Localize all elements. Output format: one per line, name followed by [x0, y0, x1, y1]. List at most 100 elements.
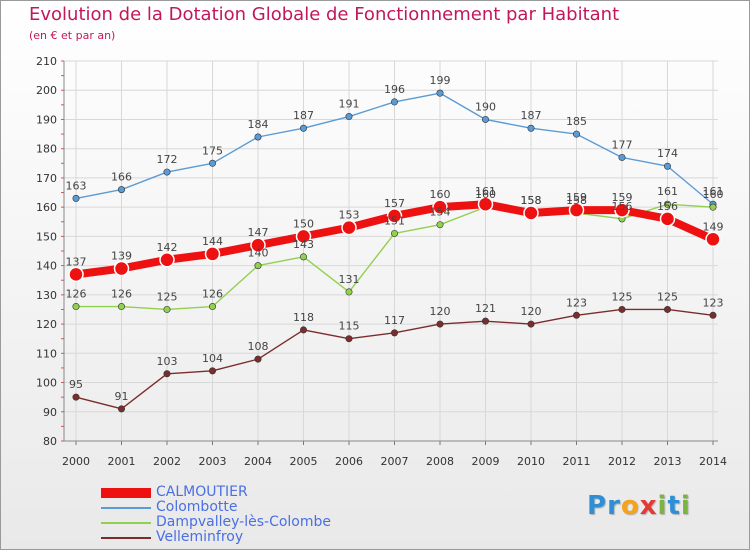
- data-point: [72, 194, 80, 202]
- data-label: 118: [293, 311, 314, 324]
- data-label: 187: [293, 109, 314, 122]
- data-label: 161: [703, 185, 724, 198]
- legend-swatch: [101, 537, 151, 539]
- x-tick-label: 2014: [699, 455, 727, 468]
- data-point: [72, 393, 80, 401]
- y-tick-label: 170: [36, 172, 57, 185]
- data-point: [390, 229, 398, 237]
- data-label: 158: [521, 194, 542, 207]
- data-label: 147: [248, 226, 269, 239]
- data-label: 156: [657, 200, 678, 213]
- x-tick-label: 2001: [108, 455, 136, 468]
- logo-letter: P: [587, 491, 608, 521]
- data-label: 166: [111, 171, 132, 184]
- data-label: 108: [248, 340, 269, 353]
- data-point: [663, 162, 671, 170]
- proxiti-logo: Proxiti: [587, 491, 691, 521]
- data-label: 120: [521, 305, 542, 318]
- data-point: [254, 133, 262, 141]
- y-tick-label: 180: [36, 143, 57, 156]
- chart-title: Evolution de la Dotation Globale de Fonc…: [29, 4, 620, 25]
- data-label: 103: [157, 355, 178, 368]
- data-label: 163: [66, 179, 87, 192]
- data-label: 156: [612, 200, 633, 213]
- x-tick-label: 2011: [563, 455, 591, 468]
- x-tick-label: 2007: [381, 455, 409, 468]
- legend-swatch: [101, 522, 151, 524]
- data-point: [250, 237, 266, 253]
- data-point: [572, 311, 580, 319]
- data-label: 174: [657, 147, 678, 160]
- data-point: [72, 303, 80, 311]
- data-point: [299, 124, 307, 132]
- data-label: 115: [339, 320, 360, 333]
- logo-letter: o: [620, 491, 640, 521]
- data-point: [204, 246, 221, 262]
- data-point: [709, 203, 717, 211]
- data-point: [159, 252, 175, 268]
- y-tick-label: 200: [36, 84, 57, 97]
- data-label: 175: [202, 144, 223, 157]
- data-label: 139: [111, 250, 132, 263]
- data-label: 157: [384, 197, 405, 210]
- data-label: 159: [566, 191, 587, 204]
- data-label: 104: [202, 352, 223, 365]
- data-label: 123: [703, 296, 724, 309]
- data-label: 158: [521, 194, 542, 207]
- data-point: [527, 320, 535, 328]
- data-point: [618, 305, 626, 313]
- logo-letter: t: [667, 491, 681, 521]
- data-point: [345, 288, 353, 296]
- x-tick-label: 2013: [654, 455, 682, 468]
- data-label: 126: [202, 288, 223, 301]
- data-label: 161: [657, 185, 678, 198]
- data-point: [663, 305, 671, 313]
- data-point: [163, 168, 171, 176]
- data-point: [345, 335, 353, 343]
- data-point: [254, 355, 262, 363]
- data-point: [118, 186, 126, 194]
- data-label: 160: [703, 188, 724, 201]
- data-label: 91: [115, 390, 129, 403]
- x-tick-label: 2006: [335, 455, 363, 468]
- x-tick-label: 2009: [472, 455, 500, 468]
- x-tick-label: 2012: [608, 455, 636, 468]
- data-label: 144: [202, 235, 223, 248]
- data-point: [436, 89, 444, 97]
- data-point: [705, 231, 721, 248]
- data-point: [295, 228, 312, 245]
- data-label: 143: [293, 238, 314, 251]
- data-label: 125: [157, 290, 178, 303]
- x-tick-label: 2005: [290, 455, 318, 468]
- data-point: [341, 219, 357, 236]
- x-tick-label: 2000: [62, 455, 90, 468]
- data-label: 151: [384, 214, 405, 227]
- data-point: [118, 303, 126, 311]
- data-point: [209, 367, 217, 375]
- data-label: 159: [612, 191, 633, 204]
- data-label: 161: [475, 185, 496, 198]
- data-label: 123: [566, 296, 587, 309]
- logo-letter: i: [680, 491, 691, 521]
- data-point: [618, 153, 626, 161]
- data-label: 95: [69, 378, 83, 391]
- data-label: 172: [157, 153, 178, 166]
- data-label: 191: [339, 98, 360, 111]
- data-point: [481, 115, 489, 123]
- logo-letter: r: [607, 491, 621, 521]
- data-point: [118, 405, 126, 413]
- data-label: 121: [475, 302, 496, 315]
- data-point: [209, 303, 217, 311]
- y-tick-label: 210: [36, 55, 57, 68]
- legend-label: Velleminfroy: [156, 529, 244, 545]
- data-label: 126: [111, 288, 132, 301]
- data-point: [390, 329, 398, 337]
- data-label: 154: [430, 206, 451, 219]
- data-point: [390, 98, 398, 106]
- y-tick-label: 150: [36, 230, 57, 243]
- data-point: [436, 320, 444, 328]
- data-label: 120: [430, 305, 451, 318]
- x-tick-label: 2008: [426, 455, 454, 468]
